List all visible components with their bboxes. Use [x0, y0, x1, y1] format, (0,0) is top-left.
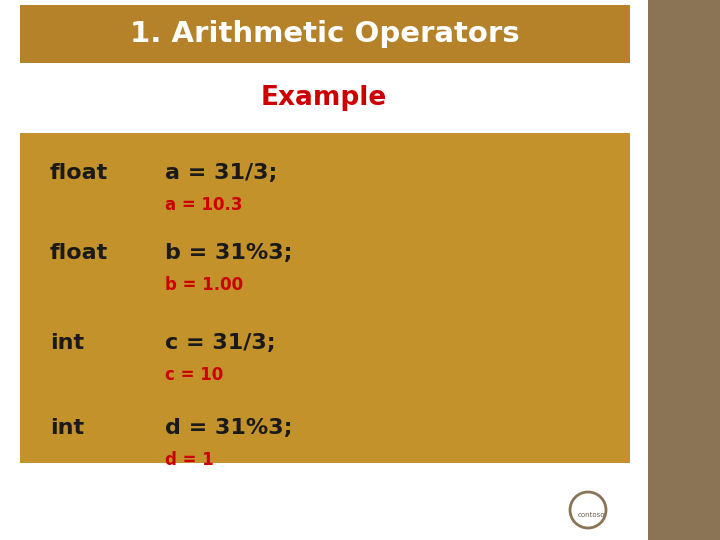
Text: int: int — [50, 333, 84, 353]
Bar — [20, 5, 630, 63]
Text: b = 31%3;: b = 31%3; — [165, 243, 292, 263]
Text: b = 1.00: b = 1.00 — [165, 276, 243, 294]
Text: c = 10: c = 10 — [165, 366, 223, 384]
Text: d = 1: d = 1 — [165, 451, 214, 469]
Text: float: float — [50, 163, 108, 183]
Text: a = 10.3: a = 10.3 — [165, 196, 243, 214]
Text: contoso: contoso — [578, 512, 606, 518]
Text: float: float — [50, 243, 108, 263]
Bar — [20, 133, 630, 463]
Text: int: int — [50, 418, 84, 438]
Text: c = 31/3;: c = 31/3; — [165, 333, 276, 353]
Text: Example: Example — [261, 85, 387, 111]
Text: 1. Arithmetic Operators: 1. Arithmetic Operators — [130, 20, 520, 48]
Text: a = 31/3;: a = 31/3; — [165, 163, 277, 183]
Text: d = 31%3;: d = 31%3; — [165, 418, 292, 438]
